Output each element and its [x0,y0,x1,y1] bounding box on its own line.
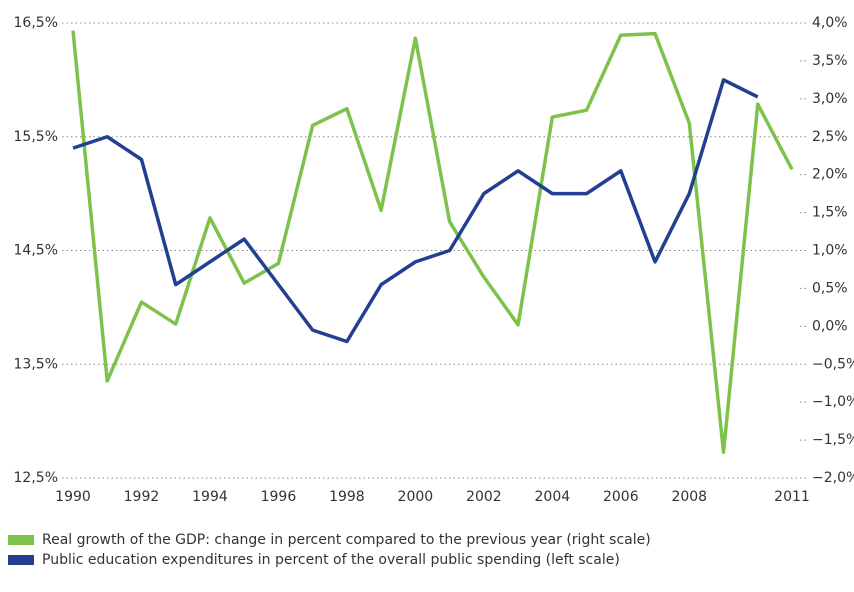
y-tick-label: 13,5% [14,356,58,372]
y2-tick-label: 1,0% [812,243,848,259]
series-line [71,30,794,454]
x-tick-label: 1996 [261,489,297,505]
y2-tick-label: −1,5% [812,432,854,448]
y2-tick-label: 2,5% [812,129,848,145]
x-tick-label: 1998 [329,489,365,505]
y2-tick-label: 1,5% [812,205,848,221]
x-tick-label: 1994 [192,489,228,505]
legend: Real growth of the GDP: change in percen… [8,532,651,568]
y2-tick-label: −2,0% [812,470,854,486]
x-tick-label: 2004 [535,489,571,505]
x-tick-label: 2011 [774,489,810,505]
y2-tick-label: 2,0% [812,167,848,183]
x-tick-label: 2000 [398,489,434,505]
x-tick-label: 2006 [603,489,639,505]
y-tick-label: 15,5% [14,129,58,145]
y2-tick-label: 0,5% [812,280,848,296]
y-tick-label: 16,5% [14,15,58,31]
x-tick-label: 1992 [124,489,160,505]
x-tick-label: 2002 [466,489,502,505]
y-tick-label: 12,5% [14,470,58,486]
y2-tick-label: 4,0% [812,15,848,31]
series-line [72,78,759,344]
y2-tick-label: 0,0% [812,318,848,334]
y2-tick-label: −0,5% [812,356,854,372]
y2-tick-label: 3,5% [812,53,848,69]
x-tick-label: 1990 [55,489,91,505]
legend-label: Real growth of the GDP: change in percen… [42,532,651,548]
x-tick-label: 2008 [671,489,707,505]
legend-swatch [8,535,34,545]
y2-tick-label: −1,0% [812,394,854,410]
legend-label: Public education expenditures in percent… [42,552,620,568]
y-tick-label: 14,5% [14,243,58,259]
legend-swatch [8,555,34,565]
y2-tick-label: 3,0% [812,91,848,107]
